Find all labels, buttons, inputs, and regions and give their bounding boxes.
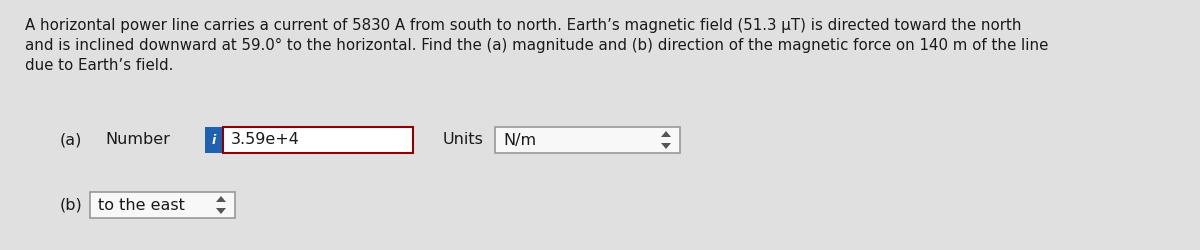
Bar [205, 127, 223, 153]
Text: due to Earth’s field.: due to Earth’s field. [25, 58, 173, 73]
Polygon shape [661, 143, 671, 149]
Text: and is inclined downward at 59.0° to the horizontal. Find the (a) magnitude and : and is inclined downward at 59.0° to the… [25, 38, 1049, 53]
Bar [496, 127, 680, 153]
Polygon shape [661, 131, 671, 137]
Text: 3.59e+4: 3.59e+4 [230, 132, 300, 148]
Text: to the east: to the east [98, 198, 185, 212]
Text: (a): (a) [60, 132, 83, 148]
Polygon shape [216, 208, 226, 214]
Polygon shape [216, 196, 226, 202]
Text: A horizontal power line carries a current of 5830 A from south to north. Earth’s: A horizontal power line carries a curren… [25, 18, 1021, 33]
Text: i: i [212, 134, 216, 146]
Bar [90, 192, 235, 218]
Text: Number: Number [106, 132, 170, 148]
Text: N/m: N/m [503, 132, 536, 148]
Text: Units: Units [443, 132, 484, 148]
Bar [223, 127, 413, 153]
Text: (b): (b) [60, 198, 83, 212]
